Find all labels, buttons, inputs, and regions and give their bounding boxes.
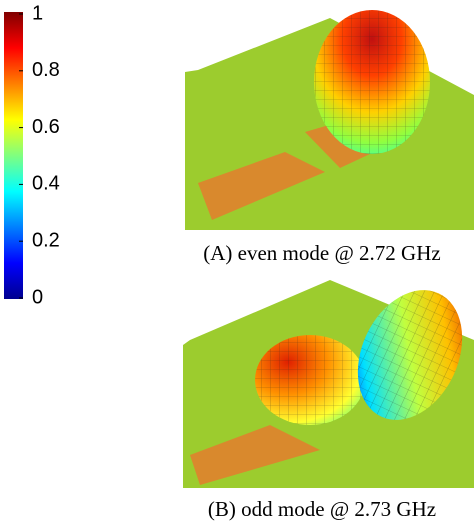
- patch: [198, 152, 325, 220]
- patch: [190, 425, 320, 485]
- panel-caption: (A) even mode @ 2.72 GHz: [203, 241, 440, 265]
- panel-caption: (B) odd mode @ 2.73 GHz: [208, 497, 436, 521]
- lobe-mesh: [314, 10, 430, 154]
- tick-label: 0.4: [32, 173, 60, 195]
- lobe-mesh: [255, 335, 365, 425]
- panel-b: (B) odd mode @ 2.73 GHz: [183, 280, 474, 521]
- colorbar: 0 0.2 0.4 0.6 0.8 1: [4, 2, 60, 308]
- lobe-mesh: [357, 290, 463, 420]
- tick-label: 0.6: [32, 116, 60, 138]
- tick-label: 0: [32, 286, 43, 308]
- tick-label: 1: [32, 2, 43, 24]
- tick-label: 0.2: [32, 229, 60, 251]
- colorbar-gradient: [4, 12, 23, 299]
- tick-label: 0.8: [32, 59, 60, 81]
- panel-a: (A) even mode @ 2.72 GHz: [185, 10, 474, 265]
